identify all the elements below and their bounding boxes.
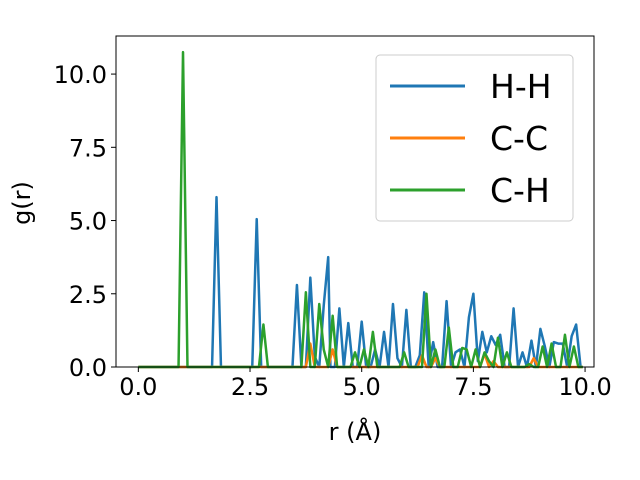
series-line-h-h [138,195,582,369]
x-tick-label: 2.5 [231,373,269,401]
y-tick-label: 2.5 [69,281,107,309]
x-axis-label: r (Å) [329,417,382,446]
y-axis-label: g(r) [8,181,36,225]
series-line-c-h [138,50,583,369]
legend-label-c-c: C-C [490,119,548,158]
x-tick-label: 7.5 [454,373,492,401]
legend-label-c-h: C-H [490,171,550,210]
legend-box [375,54,574,222]
y-tick-label: 7.5 [69,134,107,162]
y-axis-ticks: 0.0 2.5 5.0 7.5 10.0 [54,61,116,382]
legend-label-h-h: H-H [490,67,552,106]
y-tick-label: 5.0 [69,208,107,236]
y-tick-label: 10.0 [54,61,107,89]
x-tick-label: 10.0 [558,373,611,401]
x-tick-label: 5.0 [343,373,381,401]
plot-frame [115,35,595,368]
y-tick-label: 0.0 [69,354,107,382]
x-axis-ticks: 0.0 2.5 5.0 7.5 10.0 [119,367,612,401]
legend: H-H C-C C-H [375,54,574,222]
x-tick-label: 0.0 [119,373,157,401]
